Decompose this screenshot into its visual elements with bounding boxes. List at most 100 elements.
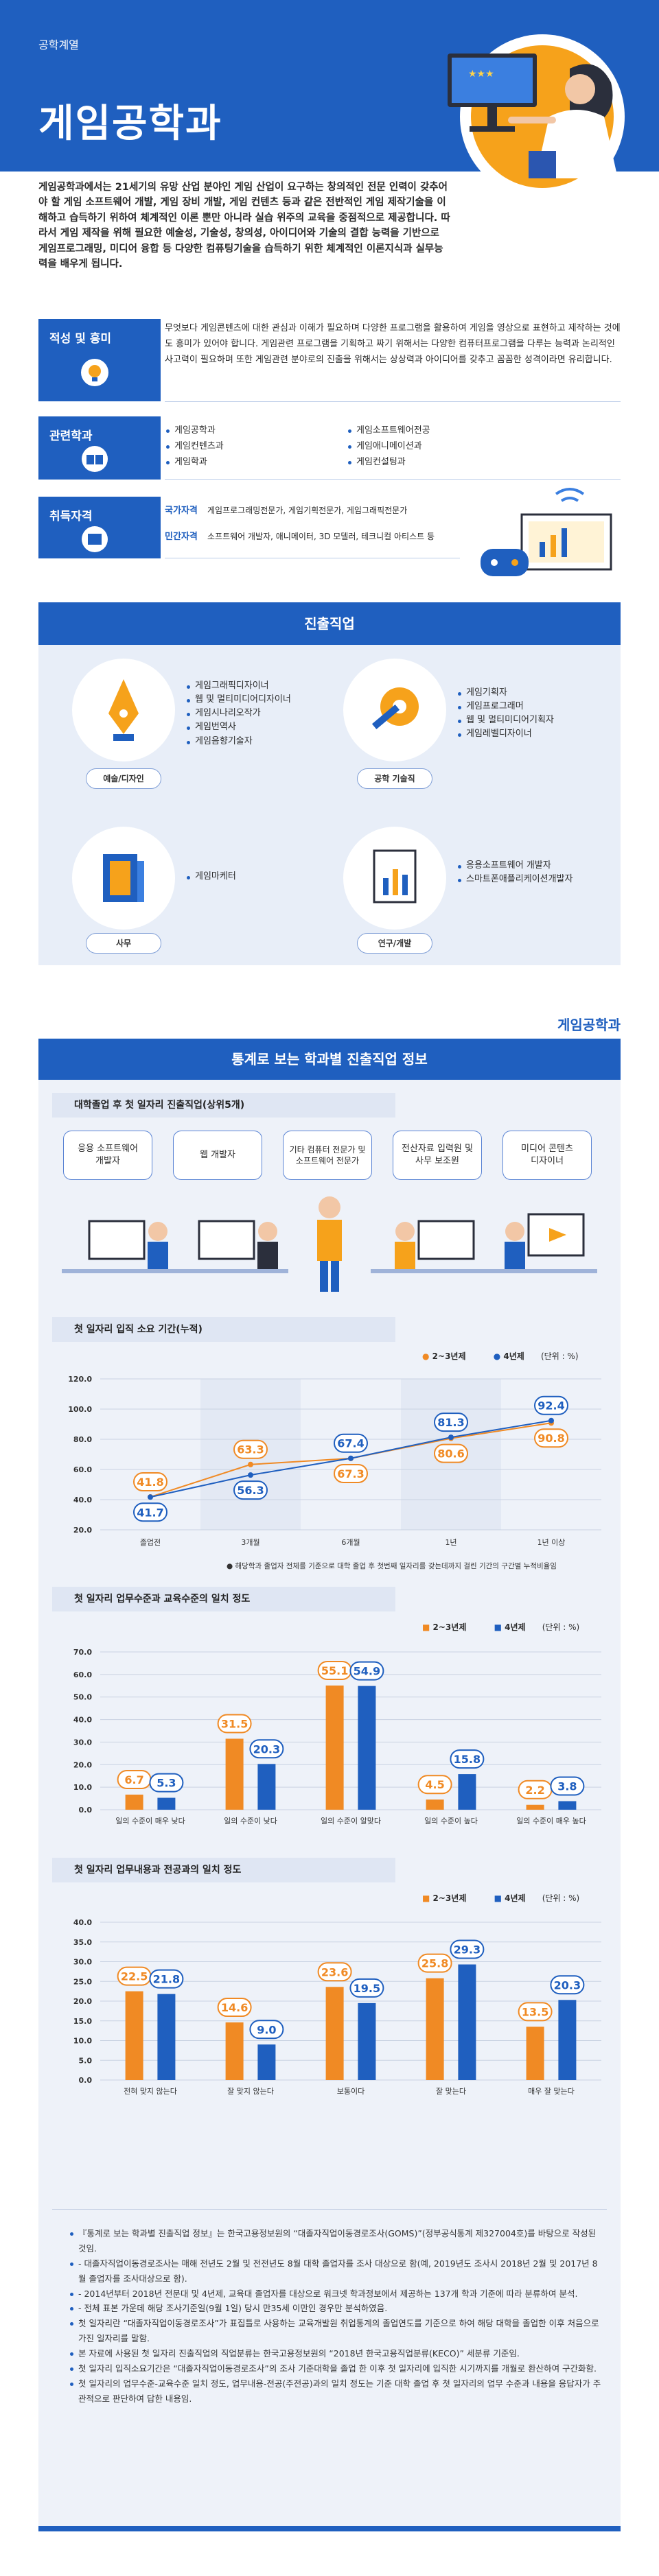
certs-label: 취득자격 <box>38 497 161 558</box>
data-label-box <box>249 1739 284 1759</box>
bar <box>358 1686 376 1810</box>
list-item: 게임프로그래머 <box>456 700 554 713</box>
list-item: 웹 및 멀티미디어기획자 <box>456 713 554 727</box>
chart1-legend: ● 2~3년제 ● 4년제 (단위 : %) <box>422 1351 579 1361</box>
data-label-box <box>417 1775 452 1795</box>
y-tick-label: 100.0 <box>68 1405 92 1414</box>
bar <box>426 1978 444 2080</box>
data-label: 67.3 <box>337 1467 364 1480</box>
list-item: 게임시나리오작가 <box>185 707 291 720</box>
data-label: 80.6 <box>437 1447 464 1461</box>
x-tick-label: 일의 수준이 매우 높다 <box>516 1816 586 1825</box>
y-tick-label: 15.0 <box>73 2017 92 2026</box>
national-cert-list: 게임프로그래밍전문가, 게임기획전문가, 게임그래픽전문가 <box>207 506 408 515</box>
bar <box>558 1801 577 1810</box>
data-label: 22.5 <box>121 1970 148 1983</box>
footnote: 『통계로 보는 학과별 진출직업 정보』는 한국고용정보원의 “대졸자직업이동경… <box>69 2226 604 2256</box>
x-tick-label: 3개월 <box>241 1538 259 1547</box>
job-bubble: 웹 개발자 <box>173 1131 262 1180</box>
bar <box>526 1804 544 1810</box>
bar <box>458 1964 476 2080</box>
bar-chart-education-match: 70.0 60.0 50.0 40.0 30.0 20.0 10.0 0.0 일의 수준이 매우… <box>73 1648 601 1825</box>
y-tick-label: 70.0 <box>73 1648 92 1657</box>
data-label-box <box>518 2002 553 2022</box>
data-label-box <box>534 1395 568 1415</box>
book-icon <box>82 446 108 472</box>
data-label: 3.8 <box>557 1780 577 1793</box>
data-label: 21.8 <box>153 1973 180 1986</box>
bottom-bar <box>38 2526 621 2531</box>
job-bubble: 기타 컴퓨터 전문가 및 소프트웨어 전문가 <box>283 1131 372 1180</box>
data-label-box <box>334 1433 368 1453</box>
data-label: 19.5 <box>354 1982 380 1995</box>
data-label-box <box>233 1480 268 1500</box>
job-bubble: 전산자료 입력원 및 사무 보조원 <box>393 1131 482 1180</box>
data-label-box <box>133 1502 167 1522</box>
bar <box>157 1797 176 1810</box>
chart2-title: 첫 일자리 업무수준과 교육수준의 일치 정도 <box>52 1587 395 1611</box>
data-label-box <box>217 1714 252 1734</box>
y-tick-label: 60.0 <box>73 1465 92 1474</box>
x-tick-label: 일의 수준이 매우 낮다 <box>115 1816 185 1825</box>
job-bubble-text: 기타 컴퓨터 전문가 및 소프트웨어 전문가 <box>289 1144 366 1166</box>
office-circle <box>72 827 175 930</box>
data-label-box <box>349 1661 384 1681</box>
data-label-box <box>550 1975 585 1995</box>
bar <box>125 1794 143 1810</box>
footnote-sub: - 대졸자직업이동경로조사는 매해 전년도 2월 및 전전년도 8월 대학 졸업… <box>69 2256 604 2287</box>
y-tick-label: 120.0 <box>68 1375 92 1384</box>
y-tick-label: 20.0 <box>73 1760 92 1769</box>
data-point <box>248 1461 253 1467</box>
list-item: 게임마케터 <box>185 870 236 884</box>
related-label: 관련학과 <box>38 416 161 480</box>
careers-title: 진출직업 <box>38 602 621 645</box>
list-item: 게임그래픽디자이너 <box>185 679 291 693</box>
certs-body: 국가자격 게임프로그래밍전문가, 게임기획전문가, 게임그래픽전문가 민간자격 … <box>165 497 460 558</box>
list-item: 웹 및 멀티미디어디자이너 <box>185 693 291 707</box>
data-label: 31.5 <box>221 1718 248 1731</box>
data-label-box <box>133 1472 167 1492</box>
bar <box>325 1987 344 2080</box>
job-bubble-text: 응용 소프트웨어 개발자 <box>78 1144 138 1166</box>
stats-logo: 게임공학과 <box>557 1017 621 1033</box>
y-tick-label: 20.0 <box>73 1526 92 1535</box>
career-list-research: 응용소프트웨어 개발자 스마트폰애플리케이션개발자 <box>456 859 573 886</box>
legend-b: 4년제 <box>505 1622 526 1632</box>
data-point <box>448 1434 454 1441</box>
y-tick-label: 40.0 <box>73 1496 92 1504</box>
intro-paragraph: 게임공학과에서는 21세기의 유망 산업 분야인 게임 산업이 요구하는 창의적… <box>38 182 450 270</box>
career-list-art: 게임그래픽디자이너 웹 및 멀티미디어디자이너 게임시나리오작가 게임번역사 게… <box>185 679 291 748</box>
bar <box>526 2026 544 2080</box>
bar <box>157 1994 176 2080</box>
data-label-box <box>233 1439 268 1459</box>
legend-a: 2~3년제 <box>432 1622 467 1632</box>
unit-label: (단위 : %) <box>541 1351 579 1361</box>
office-workers-illustration <box>62 1196 597 1292</box>
chart-clipboard-icon <box>373 849 417 903</box>
x-tick-label: 전혀 맞지 않는다 <box>124 2087 177 2096</box>
bar <box>426 1799 444 1810</box>
chart1-note: ● 해당학과 졸업자 전체를 기준으로 대학 졸업 후 첫번째 일자리를 갖는데… <box>227 1562 557 1570</box>
private-cert-list: 소프트웨어 개발자, 애니메이터, 3D 모델러, 테크니컬 아티스트 등 <box>207 532 435 541</box>
data-label-box <box>217 1998 252 2018</box>
y-tick-label: 20.0 <box>73 1997 92 2006</box>
footnote-sub: - 전체 표본 가운데 해당 조사기준일(9월 1일) 당시 만35세 이만인 … <box>69 2301 604 2316</box>
chart3-legend: ■ 2~3년제 ■ 4년제 (단위 : %) <box>422 1893 580 1903</box>
data-label-box <box>249 2020 284 2040</box>
career-list-engineering: 게임기획자 게임프로그래머 웹 및 멀티미디어기획자 게임레벨디자이너 <box>456 686 554 742</box>
national-cert-label: 국가자격 <box>165 506 198 516</box>
data-label: 54.9 <box>354 1665 380 1678</box>
data-point <box>148 1494 153 1500</box>
job-bubble: 미디어 콘텐츠 디자이너 <box>502 1131 592 1180</box>
y-tick-label: 30.0 <box>73 1958 92 1967</box>
research-circle <box>343 827 446 930</box>
y-tick-label: 80.0 <box>73 1435 92 1444</box>
data-label-box <box>450 1939 485 1959</box>
x-tick-label: 1년 이상 <box>537 1538 566 1547</box>
footnote: 첫 일자리란 “대졸자직업이동경로조사”가 표집틀로 사용하는 교육개발원 취업… <box>69 2316 604 2346</box>
related-majors: 게임공학과 게임컨텐츠과 게임학과 게임소프트웨어전공 게임애니메이션과 게임컨… <box>165 416 621 480</box>
data-label-box <box>434 1443 468 1463</box>
x-tick-label: 일의 수준이 높다 <box>424 1816 478 1825</box>
y-tick-label: 25.0 <box>73 1977 92 1986</box>
data-label-box <box>349 1978 384 1998</box>
